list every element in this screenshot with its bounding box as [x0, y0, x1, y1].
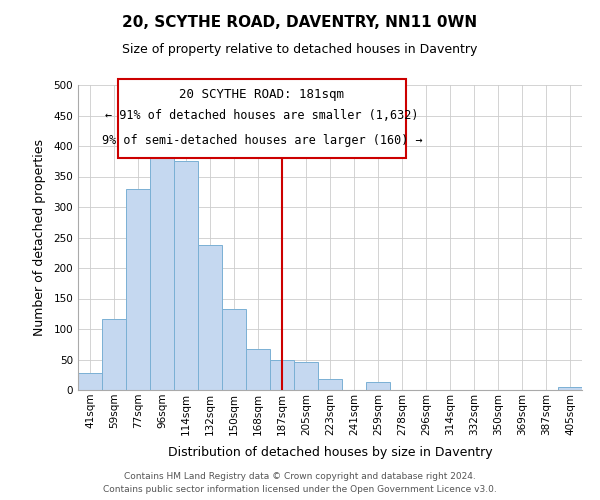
Text: 20, SCYTHE ROAD, DAVENTRY, NN11 0WN: 20, SCYTHE ROAD, DAVENTRY, NN11 0WN — [122, 15, 478, 30]
Text: 9% of semi-detached houses are larger (160) →: 9% of semi-detached houses are larger (1… — [101, 134, 422, 147]
Bar — [558, 387, 582, 390]
Bar — [366, 382, 390, 390]
Bar — [246, 348, 270, 390]
Bar — [318, 379, 342, 390]
Text: Contains HM Land Registry data © Crown copyright and database right 2024.: Contains HM Land Registry data © Crown c… — [124, 472, 476, 481]
FancyBboxPatch shape — [118, 79, 406, 158]
Bar — [78, 373, 102, 390]
Bar — [294, 362, 318, 390]
Bar — [150, 155, 174, 390]
Bar — [222, 310, 246, 390]
Bar — [270, 360, 294, 390]
Bar — [126, 188, 150, 390]
Text: 20 SCYTHE ROAD: 181sqm: 20 SCYTHE ROAD: 181sqm — [179, 88, 344, 101]
Text: ← 91% of detached houses are smaller (1,632): ← 91% of detached houses are smaller (1,… — [105, 110, 419, 122]
Bar — [102, 319, 126, 390]
Bar — [198, 246, 222, 390]
Y-axis label: Number of detached properties: Number of detached properties — [34, 139, 46, 336]
Text: Size of property relative to detached houses in Daventry: Size of property relative to detached ho… — [122, 42, 478, 56]
X-axis label: Distribution of detached houses by size in Daventry: Distribution of detached houses by size … — [167, 446, 493, 459]
Bar — [174, 161, 198, 390]
Text: Contains public sector information licensed under the Open Government Licence v3: Contains public sector information licen… — [103, 485, 497, 494]
